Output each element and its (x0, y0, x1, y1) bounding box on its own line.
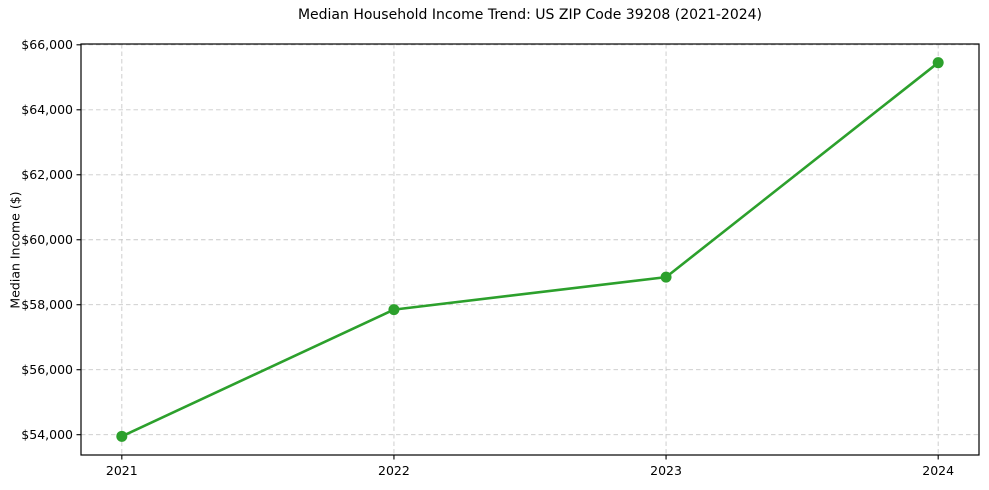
chart-title: Median Household Income Trend: US ZIP Co… (297, 7, 763, 23)
y-tick-label: $54,000 (21, 427, 73, 442)
y-tick-label: $66,000 (21, 37, 73, 52)
y-tick-label: $62,000 (21, 167, 73, 182)
trend-line (120, 61, 940, 438)
x-tick-label: 2023 (650, 463, 682, 478)
data-point-marker (116, 430, 128, 442)
x-tick-label: 2024 (922, 463, 954, 478)
data-point-marker (932, 57, 944, 69)
data-point-marker (660, 271, 672, 283)
x-tick-label: 2022 (378, 463, 410, 478)
y-tick-label: $56,000 (21, 362, 73, 377)
x-tick-label: 2021 (106, 463, 138, 478)
data-point-marker (388, 304, 400, 316)
y-tick-label: $64,000 (21, 102, 73, 117)
y-tick-label: $58,000 (21, 297, 73, 312)
plot-border (80, 43, 980, 456)
y-tick-label: $60,000 (21, 232, 73, 247)
y-axis-label: Median Income ($) (7, 191, 23, 309)
